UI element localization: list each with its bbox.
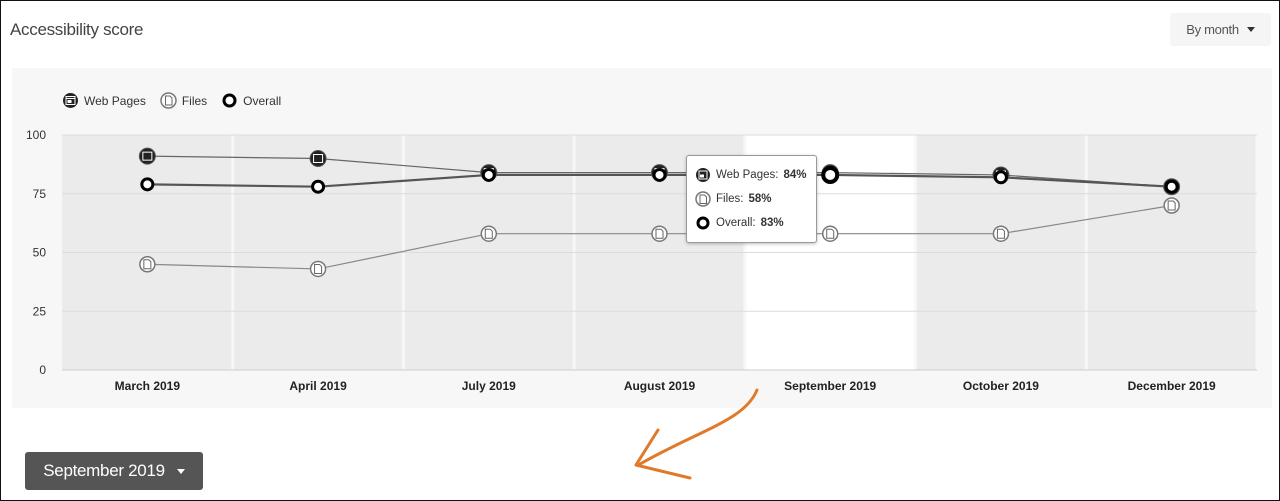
y-tick-label: 75 (33, 187, 47, 201)
tooltip-value: 83% (760, 217, 784, 229)
granularity-dropdown[interactable]: By month (1170, 13, 1271, 46)
y-tick-label: 50 (33, 246, 47, 260)
x-tick-label: October 2019 (963, 379, 1039, 393)
granularity-value: By month (1186, 22, 1239, 37)
overall-point (140, 177, 155, 192)
x-tick-label: July 2019 (462, 379, 516, 393)
x-tick-label: December 2019 (1128, 379, 1216, 393)
file-icon (695, 191, 711, 207)
overall-point (993, 170, 1008, 185)
x-tick-label: August 2019 (624, 379, 696, 393)
widget-title: Accessibility score (10, 20, 144, 39)
file-icon (655, 228, 664, 239)
data-tooltip: Web Pages: 84% Files: 58% Overall: 83% (686, 155, 817, 243)
chart-legend: Web Pages Files Overall (62, 92, 281, 109)
legend-item-files[interactable]: Files (160, 92, 207, 109)
web-pages-point (138, 147, 156, 165)
file-icon (1167, 200, 1176, 211)
tooltip-row-overall: Overall: 83% (695, 215, 784, 231)
file-icon (314, 263, 323, 274)
legend-item-overall[interactable]: Overall (221, 92, 281, 109)
ring-icon (696, 216, 710, 230)
y-tick-label: 0 (39, 363, 46, 377)
tooltip-label: Files: (716, 193, 744, 205)
ring-icon (222, 93, 237, 108)
overall-point (1164, 179, 1179, 194)
tooltip-row-web-pages: Web Pages: 84% (695, 167, 806, 183)
web-page-icon (696, 168, 710, 182)
legend-label: Web Pages (84, 93, 146, 108)
y-tick-label: 25 (33, 304, 47, 318)
file-icon (143, 259, 152, 270)
caret-down-icon (176, 468, 185, 474)
x-tick-label: September 2019 (784, 379, 876, 393)
web-page-icon (63, 93, 78, 108)
y-tick-label: 100 (26, 128, 46, 142)
web-page-icon (142, 151, 153, 161)
legend-label: Overall (243, 93, 282, 108)
tooltip-row-files: Files: 58% (695, 191, 772, 207)
legend-item-web-pages[interactable]: Web Pages (62, 92, 146, 109)
x-tick-label: March 2019 (115, 379, 181, 393)
tooltip-value: 58% (748, 193, 772, 205)
tooltip-label: Overall: (716, 217, 756, 229)
overall-point (481, 167, 496, 182)
caret-down-icon (1246, 27, 1255, 32)
file-icon (160, 92, 177, 109)
file-icon (826, 228, 835, 239)
period-dropdown[interactable]: September 2019 (25, 452, 203, 490)
tooltip-label: Web Pages: (716, 169, 779, 181)
period-value: September 2019 (43, 461, 165, 480)
web-pages-point (309, 150, 327, 167)
overall-point (821, 165, 840, 184)
file-icon (484, 228, 493, 239)
file-icon (996, 228, 1005, 239)
overall-point (652, 167, 667, 182)
web-page-icon (313, 154, 324, 163)
x-tick-label: April 2019 (289, 379, 347, 393)
tooltip-value: 84% (783, 169, 807, 181)
overall-point (311, 179, 326, 194)
legend-label: Files (181, 93, 208, 108)
